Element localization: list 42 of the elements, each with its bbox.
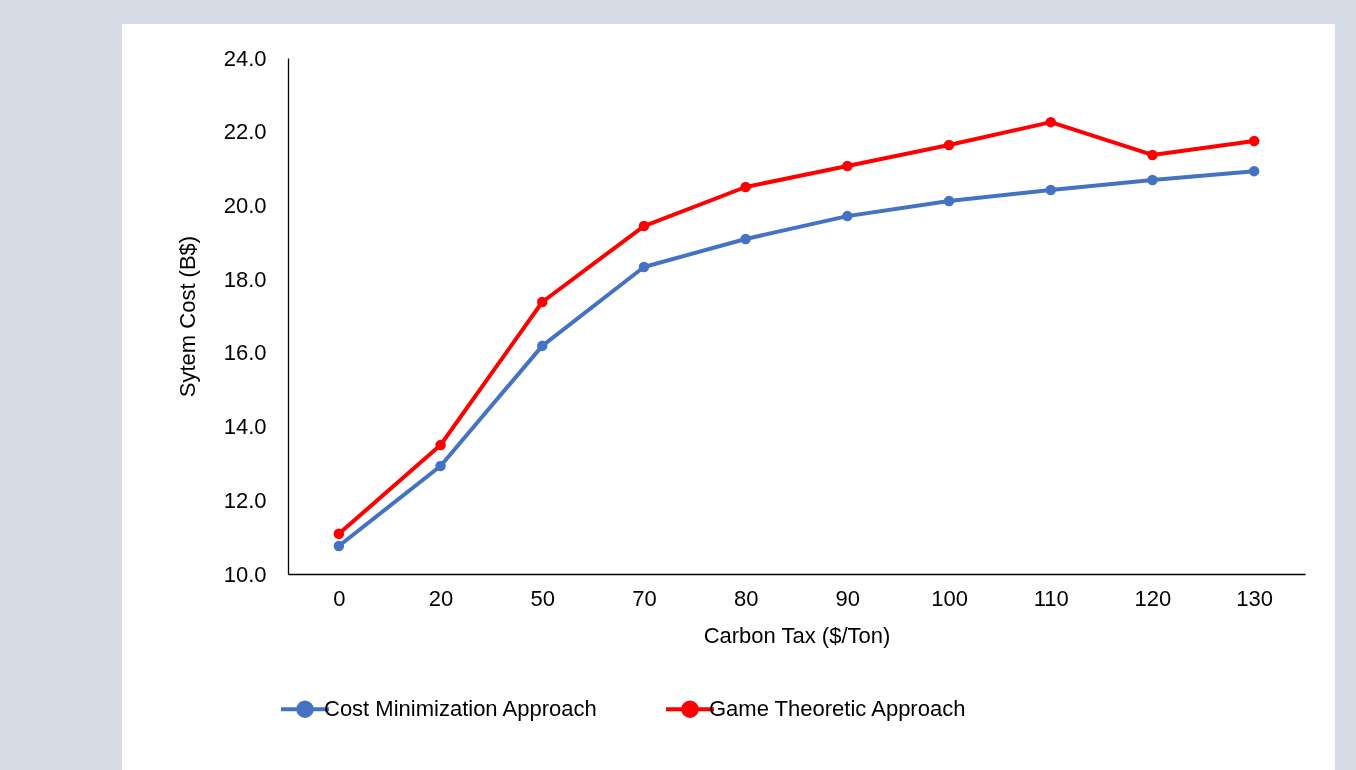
y-tick-label: 16.0 xyxy=(223,340,267,366)
point xyxy=(638,220,650,232)
x-tick-label: 50 xyxy=(530,585,555,611)
y-axis-title: Sytem Cost (B$) xyxy=(174,235,200,398)
x-tick-label: 20 xyxy=(428,585,454,611)
legend-label: Cost Minimization Approach xyxy=(324,696,597,722)
y-tick-label: 12.0 xyxy=(223,487,267,513)
point xyxy=(740,233,751,245)
x-tick-label: 120 xyxy=(1134,585,1172,611)
point xyxy=(943,195,955,207)
point xyxy=(1147,149,1158,161)
y-tick-label: 18.0 xyxy=(223,266,267,292)
y-tick-label: 10.0 xyxy=(223,561,267,587)
x-tick-label: 80 xyxy=(733,585,759,611)
x-tick-label: 100 xyxy=(931,585,968,611)
point xyxy=(333,528,345,540)
y-tick-label: 20.0 xyxy=(223,192,267,218)
point xyxy=(1045,184,1056,196)
point xyxy=(740,181,751,193)
point xyxy=(1248,165,1260,177)
x-tick-label: 70 xyxy=(632,585,657,611)
point xyxy=(943,139,955,151)
y-tick-label: 14.0 xyxy=(223,414,267,440)
point xyxy=(1147,174,1158,186)
point xyxy=(1248,135,1260,147)
point xyxy=(435,439,446,451)
x-tick-label: 90 xyxy=(835,585,861,611)
point xyxy=(537,296,548,308)
point xyxy=(435,460,446,472)
point xyxy=(333,540,345,552)
y-tick-label: 22.0 xyxy=(223,119,267,145)
point xyxy=(638,261,650,273)
point xyxy=(1045,116,1056,128)
point xyxy=(842,210,853,222)
y-tick-label: 24.0 xyxy=(223,45,267,71)
point xyxy=(842,160,853,172)
point xyxy=(537,340,548,352)
x-tick-label: 130 xyxy=(1236,585,1274,611)
x-tick-label: 110 xyxy=(1033,585,1069,611)
legend-label: Game Theoretic Approach xyxy=(709,696,966,722)
x-axis-title: Carbon Tax ($/Ton) xyxy=(703,622,891,648)
x-tick-label: 0 xyxy=(333,585,346,611)
